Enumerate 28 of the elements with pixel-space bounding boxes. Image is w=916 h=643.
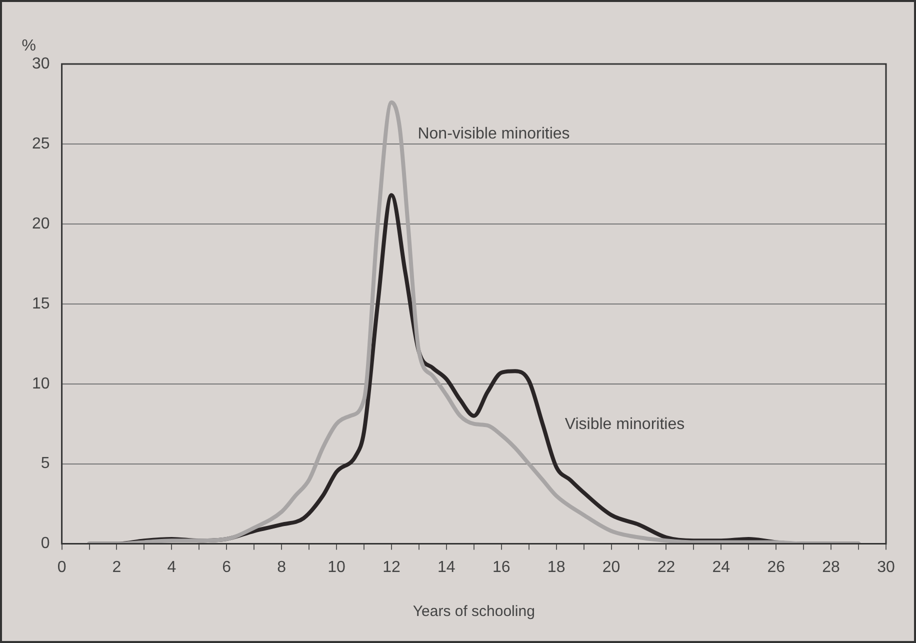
y-axis-title: %	[22, 37, 36, 54]
x-tick-label: 20	[602, 558, 620, 576]
y-tick-label: 0	[40, 535, 50, 552]
x-tick-label: 30	[877, 558, 895, 576]
x-tick-label: 2	[112, 558, 122, 576]
x-tick-label: 10	[328, 558, 346, 576]
x-tick-label: 14	[438, 558, 456, 576]
x-tick-label: 22	[657, 558, 676, 576]
y-tick-label: 30	[32, 55, 50, 72]
x-tick-label: 24	[712, 558, 730, 576]
x-tick-label: 28	[822, 558, 840, 576]
series-label: Visible minorities	[564, 416, 685, 434]
x-tick-label: 26	[767, 558, 786, 576]
x-tick-label: 18	[547, 558, 566, 576]
y-tick-label: 5	[40, 455, 50, 472]
y-tick-label: 10	[32, 375, 50, 392]
y-tick-label: 15	[32, 295, 50, 312]
y-tick-label: 20	[32, 215, 50, 232]
x-tick-label: 6	[222, 558, 232, 576]
x-tick-label: 8	[277, 558, 286, 576]
x-tick-label: 16	[492, 558, 510, 576]
x-axis-title: Years of schooling	[412, 603, 535, 620]
x-tick-label: 0	[57, 558, 66, 576]
line-series	[87, 100, 861, 544]
x-tick-label: 12	[382, 558, 400, 576]
x-tick-label: 4	[167, 558, 176, 576]
y-tick-label: 25	[32, 135, 50, 152]
series-label: Non-visible minorities	[418, 125, 570, 142]
